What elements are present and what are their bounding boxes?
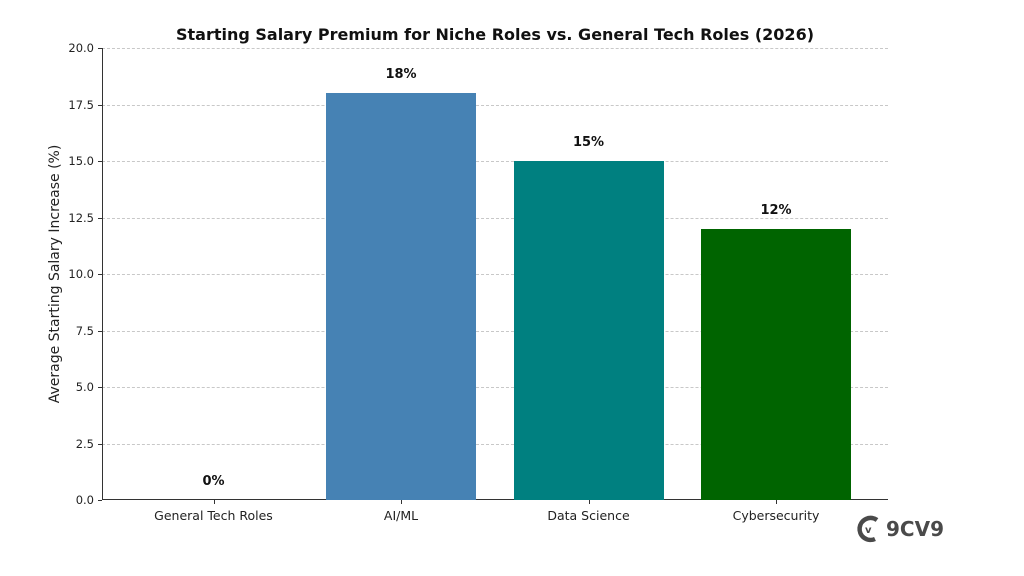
data-label: 0% [202,474,225,489]
gridline [102,48,888,49]
y-tick-label: 0.0 [75,493,94,507]
gridline [102,387,888,388]
x-tick-label: Data Science [547,508,630,523]
y-tick-mark [98,104,102,106]
y-tick-label: 17.5 [68,97,94,112]
y-tick-label: 15.0 [68,154,94,168]
y-tick-label: 5.0 [75,380,94,394]
x-tick-label: General Tech Roles [154,508,273,523]
gridline [102,330,888,332]
chart-title: Starting Salary Premium for Niche Roles … [175,25,815,44]
y-tick-mark [98,217,102,219]
data-label: 15% [572,135,605,150]
y-tick-mark [98,500,102,501]
bar-cybersecurity [701,228,851,500]
x-axis-line [102,499,888,500]
x-tick-mark [401,500,402,504]
gridline [102,104,888,106]
y-tick-mark [98,330,102,332]
bar-data-science [513,161,664,500]
y-tick-mark [98,161,102,162]
9cv9-logo-icon: v [857,515,879,543]
x-tick-mark [588,500,590,504]
y-tick-mark [98,387,102,388]
x-tick-mark [776,500,777,504]
x-tick-label: Cybersecurity [732,508,820,523]
bar-ai-ml [326,93,476,500]
y-tick-label: 7.5 [75,323,94,338]
svg-text:v: v [865,525,872,536]
y-tick-mark [98,48,102,49]
data-label: 18% [385,67,417,83]
y-tick-label: 20.0 [68,41,94,55]
y-tick-mark [98,274,102,275]
gridline [102,443,888,445]
y-tick-label: 10.0 [68,267,94,281]
plot-area: 0% 18% 15% 12% [98,48,888,501]
y-axis-line [102,48,103,500]
x-tick-label: AI/ML [383,508,419,523]
watermark-text: 9CV9 [886,517,944,541]
y-tick-label: 12.5 [68,210,94,225]
x-tick-mark [213,500,215,504]
gridline [102,274,888,275]
data-label: 12% [760,202,792,218]
y-tick-mark [98,443,102,445]
y-tick-label: 2.5 [75,436,94,451]
gridline [102,161,888,162]
watermark-logo: v 9CV9 [855,514,944,544]
gridline [102,217,888,219]
